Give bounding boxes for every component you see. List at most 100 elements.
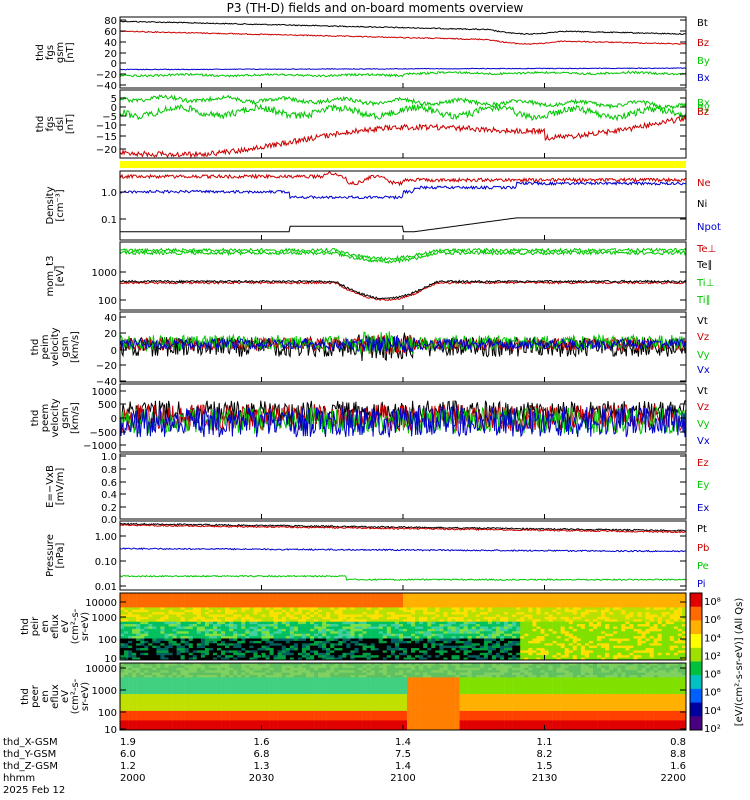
spectrogram-cell [673,595,679,599]
spectrogram-cell [471,657,476,661]
spectrogram-cell [463,605,468,608]
spectrogram-cell [609,605,614,608]
spectrogram-cell [128,607,133,611]
spectrogram-cell [399,597,404,601]
spectrogram-cell [192,706,198,709]
spectrogram-cell [362,652,367,656]
spectrogram-cell [629,631,634,634]
spectrogram-cell [330,593,335,596]
spectrogram-cell [350,602,355,606]
spectrogram-cell [540,605,545,608]
spectrogram-cell [301,640,307,644]
spectrogram-cell [225,640,230,644]
spectrogram-cell [277,612,282,615]
spectrogram-cell [241,616,246,620]
spectrogram-cell [564,597,569,601]
spectrogram-cell [556,600,561,603]
spectrogram-cell [192,663,198,666]
spectrogram-cell [378,602,383,606]
spectrogram-cell [411,636,416,639]
spectrogram-cell [120,718,125,721]
spectrogram-cell [350,607,355,611]
spectrogram-cell [196,602,202,606]
spectrogram-cell [673,636,679,639]
spectrogram-cell [229,710,234,714]
spectrogram-cell [213,655,218,658]
spectrogram-cell [576,650,582,654]
spectrogram-cell [124,710,129,714]
spectrogram-cell [601,602,606,606]
spectrogram-cell [645,628,650,632]
spectrogram-cell [584,595,590,599]
spectrogram-cell [257,631,262,634]
spectrogram-cell [257,602,262,606]
spectrogram-cell [221,684,226,688]
spectrogram-cell [342,640,347,644]
spectrogram-cell [188,638,193,642]
spectrogram-cell [544,628,549,632]
spectrogram-cell [241,628,246,632]
spectrogram-cell [124,722,129,726]
spectrogram-cell [427,640,432,644]
spectrogram-cell [245,648,250,651]
spectrogram-cell [196,616,202,620]
spectrogram-cell [204,648,210,651]
spectrogram-cell [152,698,157,702]
spectrogram-cell [188,718,193,721]
spectrogram-cell [289,614,295,618]
spectrogram-cell [136,725,141,728]
spectrogram-cell [576,595,582,599]
spectrogram-cell [273,621,278,625]
spectrogram-cell [346,593,351,596]
spectrogram-cell [229,686,234,690]
spectrogram-cell [184,612,189,615]
spectrogram-cell [132,657,137,661]
spectrogram-cell [649,640,654,644]
spectrogram-cell [447,643,452,646]
spectrogram-cell [200,638,206,642]
spectrogram-cell [326,607,331,611]
spectrogram-cell [483,600,489,603]
spectrogram-cell [188,607,193,611]
spectrogram-cell [508,643,513,646]
spectrogram-cell [386,607,392,611]
spectrogram-cell [233,645,238,649]
spectrogram-cell [233,602,238,606]
spectrogram-cell [261,631,266,634]
spectrogram-cell [306,652,311,656]
spectrogram-cell [213,703,218,707]
spectrogram-cell [532,648,537,651]
spectrogram-cell [593,616,598,620]
spectrogram-cell [221,600,226,603]
spectrogram-cell [306,636,311,639]
spectrogram-cell [128,703,133,707]
spectrogram-cell [148,675,153,678]
spectrogram-cell [467,636,472,639]
spectrogram-cell [213,614,218,618]
spectrogram-cell [148,718,153,721]
spectrogram-cell [277,640,282,644]
spectrogram-cell [629,648,634,651]
spectrogram-cell [516,595,521,599]
spectrogram-cell [491,605,497,608]
spectrogram-cell [184,638,189,642]
spectrogram-cell [572,600,578,603]
spectrogram-cell [241,638,246,642]
spectrogram-cell [645,626,650,630]
spectrogram-cell [500,607,505,611]
spectrogram-cell [386,636,392,639]
spectrogram-cell [144,607,149,611]
spectrogram-cell [399,638,404,642]
spectrogram-cell [455,648,460,651]
spectrogram-cell [192,708,198,712]
spectrogram-cell [156,710,161,714]
spectrogram-cell [532,600,537,603]
spectrogram-cell [221,631,226,634]
spectrogram-cell [156,670,161,673]
spectrogram-cell [261,638,266,642]
spectrogram-cell [241,652,246,656]
spectrogram-cell [605,607,610,611]
spectrogram-cell [172,696,177,700]
spectrogram-cell [548,602,553,606]
spectrogram-cell [233,650,238,654]
